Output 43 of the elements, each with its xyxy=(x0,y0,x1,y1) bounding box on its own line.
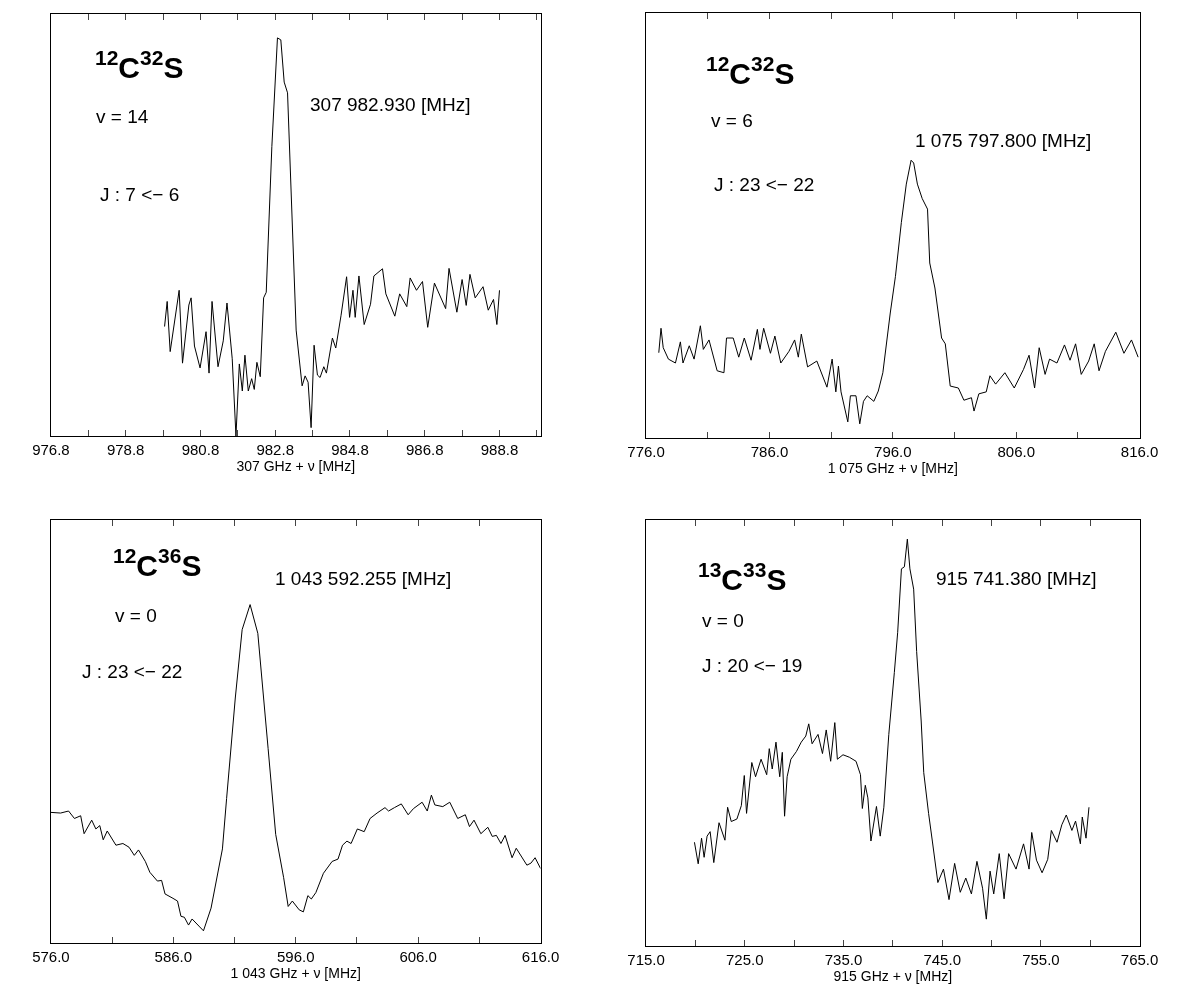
annotation: J : 20 <− 19 xyxy=(702,655,803,676)
x-tick-label: 715.0 xyxy=(627,951,665,968)
x-tick-label: 745.0 xyxy=(923,951,961,968)
x-tick-label: 816.0 xyxy=(1120,443,1159,460)
annotation: 307 982.930 [MHz] xyxy=(310,94,471,115)
x-tick-label: 806.0 xyxy=(997,443,1035,460)
x-tick-label: 765.0 xyxy=(1120,951,1159,968)
x-axis-title: 1 043 GHz + ν [MHz] xyxy=(230,965,361,982)
text: 1 043 592.255 [MHz] xyxy=(275,568,452,589)
annotation: $^{13}$C$^{33}$S xyxy=(698,558,787,596)
x-tick-label: 980.8 xyxy=(181,441,220,458)
x-tick-label: 616.0 xyxy=(521,948,560,965)
text: $^{12}$C$^{36}$S xyxy=(113,544,202,582)
x-axis-title: 915 GHz + ν [MHz] xyxy=(833,968,953,985)
x-tick-label: 986.8 xyxy=(405,441,444,458)
annotation: v = 0 xyxy=(702,610,744,631)
annotation: v = 14 xyxy=(96,106,149,127)
x-tick-label: 796.0 xyxy=(874,443,912,460)
annotation: J : 23 <− 22 xyxy=(714,174,815,195)
x-tick-label: 776.0 xyxy=(627,443,665,460)
x-tick-label: 786.0 xyxy=(750,443,789,460)
x-tick-label: 725.0 xyxy=(726,951,764,968)
text: 1 075 797.800 [MHz] xyxy=(915,130,1092,151)
x-tick-label: 755.0 xyxy=(1022,951,1060,968)
annotation: v = 0 xyxy=(115,605,157,626)
x-tick-label: 978.8 xyxy=(106,441,145,458)
annotation: $^{12}$C$^{32}$S xyxy=(95,46,184,84)
annotation: J : 7 <− 6 xyxy=(100,184,180,205)
x-axis-title: 307 GHz + ν [MHz] xyxy=(236,458,356,475)
text: v = 6 xyxy=(711,110,753,131)
x-tick-label: 984.8 xyxy=(331,441,369,458)
x-tick-label: 586.0 xyxy=(154,948,193,965)
annotation: 915 741.380 [MHz] xyxy=(936,568,1097,589)
annotation: J : 23 <− 22 xyxy=(82,661,183,682)
x-tick-label: 576.0 xyxy=(32,948,70,965)
x-tick-label: 988.8 xyxy=(480,441,519,458)
x-tick-label: 735.0 xyxy=(824,951,863,968)
x-tick-label: 596.0 xyxy=(276,948,315,965)
x-axis-title: 1 075 GHz + ν [MHz] xyxy=(827,460,959,477)
text: $^{12}$C$^{32}$S xyxy=(706,52,795,90)
x-tick-label: 606.0 xyxy=(399,948,437,965)
x-tick-label: 976.8 xyxy=(32,441,70,458)
x-tick-label: 982.8 xyxy=(256,441,294,458)
